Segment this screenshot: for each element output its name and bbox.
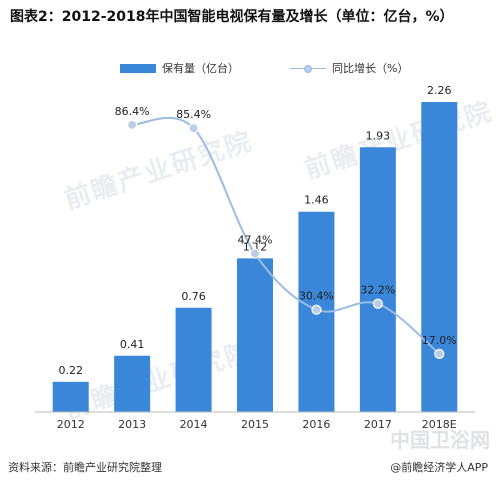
brand: @前瞻经济学人APP (390, 459, 488, 475)
x-tick-2013: 2013 (118, 418, 146, 431)
legend-swatch-line (290, 64, 326, 73)
bar-label-2017: 1.93 (366, 129, 391, 142)
x-tick-2017: 2017 (364, 418, 392, 431)
legend-swatch-bar (120, 63, 156, 73)
bar-label-2012: 0.22 (58, 364, 83, 377)
bar-2014 (175, 307, 212, 412)
line-point-2013 (127, 119, 138, 130)
line-point-2018E (434, 348, 445, 359)
watermark-4: 中国卫浴网 (390, 428, 490, 452)
line-label-2018E: 17.0% (422, 334, 457, 347)
line-label-2017: 32.2% (360, 284, 395, 297)
bar-2013 (114, 355, 151, 412)
line-label-2013: 86.4% (115, 105, 150, 118)
bar-2018E (421, 102, 458, 412)
bar-2017 (359, 147, 396, 412)
x-tick-2012: 2012 (57, 418, 85, 431)
legend-item-bar: 保有量（亿台） (120, 60, 239, 76)
x-tick-2018E: 2018E (422, 418, 457, 431)
bar-label-2014: 0.76 (181, 290, 206, 303)
bar-label-2013: 0.41 (120, 338, 145, 351)
line-point-2016 (311, 304, 322, 315)
legend: 保有量（亿台） 同比增长（%） (0, 60, 500, 80)
line-label-2016: 30.4% (299, 290, 334, 303)
legend-item-line: 同比增长（%） (290, 60, 408, 76)
chart-title: 图表2：2012-2018年中国智能电视保有量及增长（单位：亿台，%） (10, 9, 454, 25)
line-label-2015: 47.4% (238, 234, 273, 247)
x-tick-2016: 2016 (302, 418, 330, 431)
source-note: 资料来源：前瞻产业研究院整理 (8, 461, 162, 474)
bar-2012 (52, 381, 89, 412)
x-tick-2015: 2015 (241, 418, 269, 431)
line-label-2014: 85.4% (176, 108, 211, 121)
legend-label-line: 同比增长（%） (332, 62, 409, 75)
line-point-2017 (372, 298, 383, 309)
bar-label-2016: 1.46 (304, 194, 329, 207)
bar-label-2018E: 2.26 (427, 84, 452, 97)
x-tick-2014: 2014 (180, 418, 208, 431)
legend-label-bar: 保有量（亿台） (162, 62, 239, 75)
line-point-2015 (249, 248, 261, 259)
bar-2015 (237, 258, 273, 412)
line-point-2014 (188, 123, 199, 134)
brand-text: @前瞻经济学人APP (390, 461, 488, 474)
